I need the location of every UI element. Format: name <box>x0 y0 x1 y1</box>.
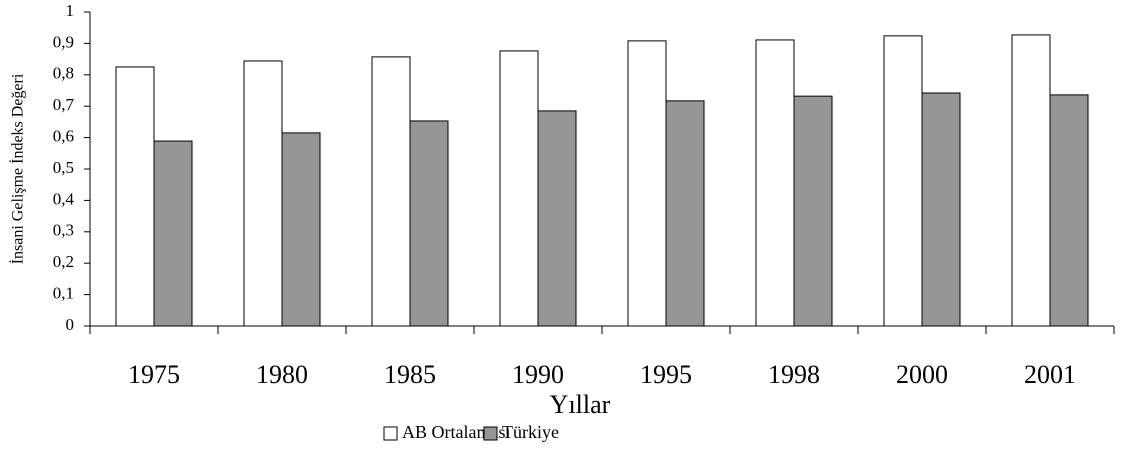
x-tick-label: 1990 <box>512 360 564 389</box>
bar <box>499 50 539 327</box>
y-tick-label: 0,7 <box>53 95 75 114</box>
y-tick-label: 0,1 <box>53 284 74 303</box>
x-tick-label: 1980 <box>256 360 308 389</box>
bar <box>281 132 321 327</box>
y-tick-label: 0,8 <box>53 64 74 83</box>
bar <box>153 140 193 327</box>
y-tick-label: 0,9 <box>53 32 74 51</box>
legend-label: AB Ortalaması <box>402 422 510 442</box>
y-tick-label: 0,2 <box>53 252 74 271</box>
legend-swatch <box>483 426 498 441</box>
y-tick-label: 0,3 <box>53 221 74 240</box>
y-tick-label: 0,6 <box>53 127 74 146</box>
bar <box>115 66 155 327</box>
x-tick-label: 1998 <box>768 360 820 389</box>
legend-swatch <box>383 426 398 441</box>
x-axis-title: Yıllar <box>550 390 611 419</box>
legend-label: Türkiye <box>502 422 559 442</box>
bar <box>665 100 705 327</box>
x-tick-label: 1985 <box>384 360 436 389</box>
bar <box>243 60 283 327</box>
y-tick-label: 0,4 <box>53 189 75 208</box>
x-tick-label: 2001 <box>1024 360 1076 389</box>
bar <box>409 120 449 327</box>
bar <box>537 110 577 327</box>
bar <box>793 95 833 327</box>
bar <box>627 40 667 327</box>
x-tick-label: 1995 <box>640 360 692 389</box>
bar <box>1011 34 1051 327</box>
bar <box>371 56 411 327</box>
bar <box>883 35 923 327</box>
bar <box>921 92 961 327</box>
y-tick-label: 1 <box>66 1 75 20</box>
x-tick-label: 1975 <box>128 360 180 389</box>
x-tick-label: 2000 <box>896 360 948 389</box>
bar <box>1049 94 1089 327</box>
y-axis-title: İnsani Gelişme İndeks Değeri <box>9 73 27 264</box>
bar <box>755 39 795 327</box>
y-tick-label: 0,5 <box>53 158 74 177</box>
y-tick-label: 0 <box>66 315 75 334</box>
